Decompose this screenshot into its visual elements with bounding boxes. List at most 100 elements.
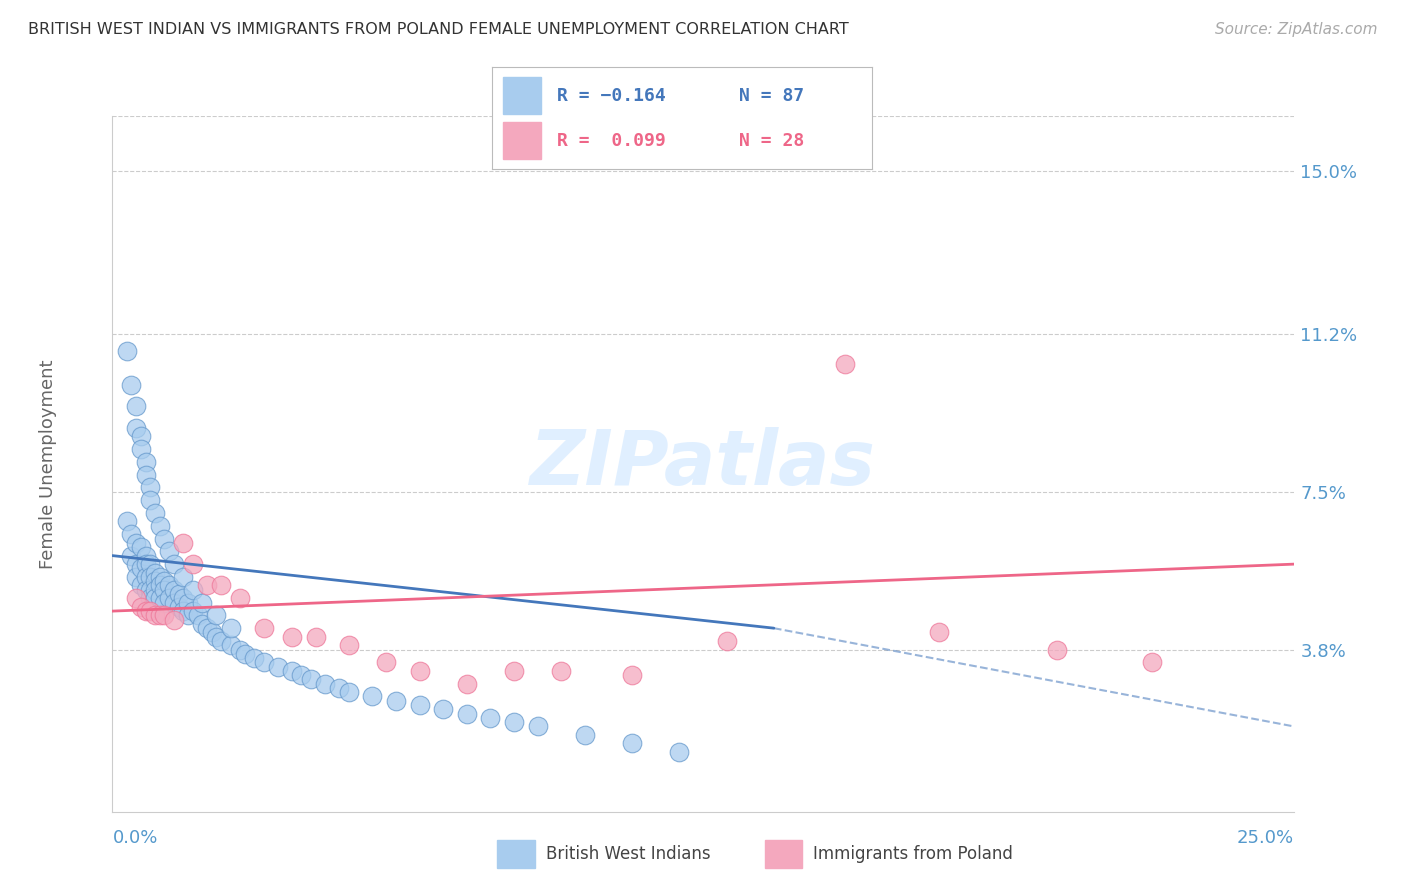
Point: [163, 613, 186, 627]
Point: [149, 578, 172, 592]
Point: [115, 343, 138, 358]
Point: [233, 647, 256, 661]
Point: [503, 664, 526, 678]
Point: [167, 587, 190, 601]
Point: [129, 578, 152, 592]
Point: [153, 608, 176, 623]
Point: [550, 664, 572, 678]
Point: [290, 668, 312, 682]
Point: [299, 673, 322, 687]
Point: [834, 357, 856, 371]
Point: [229, 591, 252, 606]
Point: [209, 634, 232, 648]
Point: [456, 676, 478, 690]
Point: [153, 574, 176, 589]
Point: [621, 736, 644, 750]
Point: [574, 728, 596, 742]
Point: [219, 638, 242, 652]
Text: R =  0.099: R = 0.099: [557, 132, 665, 150]
Point: [219, 621, 242, 635]
Point: [125, 536, 148, 550]
Point: [253, 656, 276, 670]
Point: [337, 685, 360, 699]
Point: [408, 698, 430, 712]
Point: [129, 599, 152, 614]
Point: [143, 582, 166, 597]
Bar: [503, 122, 541, 159]
Point: [135, 549, 157, 563]
Point: [361, 690, 384, 704]
Point: [157, 578, 180, 592]
Point: [1046, 642, 1069, 657]
Point: [125, 557, 148, 571]
Point: [172, 604, 194, 618]
Point: [149, 608, 172, 623]
Point: [120, 527, 142, 541]
Point: [143, 574, 166, 589]
Point: [125, 399, 148, 413]
Point: [191, 616, 214, 631]
Point: [135, 582, 157, 597]
Text: R = −0.164: R = −0.164: [557, 87, 665, 104]
Point: [139, 591, 162, 606]
Point: [186, 608, 208, 623]
Point: [153, 596, 176, 610]
Point: [668, 745, 690, 759]
Point: [716, 634, 738, 648]
Text: Female Unemployment: Female Unemployment: [38, 359, 56, 568]
Text: N = 87: N = 87: [740, 87, 804, 104]
Point: [172, 570, 194, 584]
Point: [526, 719, 548, 733]
Point: [129, 429, 152, 443]
Point: [157, 544, 180, 558]
Point: [195, 621, 218, 635]
Point: [115, 515, 138, 529]
Text: British West Indians: British West Indians: [546, 845, 710, 863]
Point: [177, 608, 200, 623]
Point: [129, 561, 152, 575]
Point: [120, 549, 142, 563]
Point: [375, 656, 398, 670]
Point: [408, 664, 430, 678]
Point: [135, 570, 157, 584]
Point: [229, 642, 252, 657]
Point: [157, 591, 180, 606]
Point: [177, 596, 200, 610]
Point: [135, 455, 157, 469]
Bar: [503, 77, 541, 114]
Point: [139, 557, 162, 571]
Point: [253, 621, 276, 635]
Point: [209, 578, 232, 592]
Point: [139, 582, 162, 597]
Text: ZIPatlas: ZIPatlas: [530, 427, 876, 500]
Point: [153, 532, 176, 546]
Point: [385, 694, 408, 708]
Point: [205, 608, 228, 623]
Text: N = 28: N = 28: [740, 132, 804, 150]
Point: [304, 630, 326, 644]
Text: BRITISH WEST INDIAN VS IMMIGRANTS FROM POLAND FEMALE UNEMPLOYMENT CORRELATION CH: BRITISH WEST INDIAN VS IMMIGRANTS FROM P…: [28, 22, 849, 37]
Point: [149, 518, 172, 533]
Point: [181, 557, 204, 571]
Point: [167, 599, 190, 614]
Point: [181, 604, 204, 618]
Point: [243, 651, 266, 665]
Point: [135, 557, 157, 571]
Point: [172, 591, 194, 606]
Point: [135, 467, 157, 482]
Text: 25.0%: 25.0%: [1236, 830, 1294, 847]
Point: [153, 582, 176, 597]
Point: [143, 591, 166, 606]
Point: [503, 715, 526, 730]
Point: [143, 566, 166, 580]
Point: [1140, 656, 1163, 670]
Point: [314, 676, 336, 690]
Point: [143, 608, 166, 623]
Point: [191, 596, 214, 610]
Point: [125, 591, 148, 606]
Bar: [765, 840, 801, 868]
Point: [129, 442, 152, 456]
Text: 0.0%: 0.0%: [112, 830, 157, 847]
Point: [432, 702, 454, 716]
Point: [139, 570, 162, 584]
